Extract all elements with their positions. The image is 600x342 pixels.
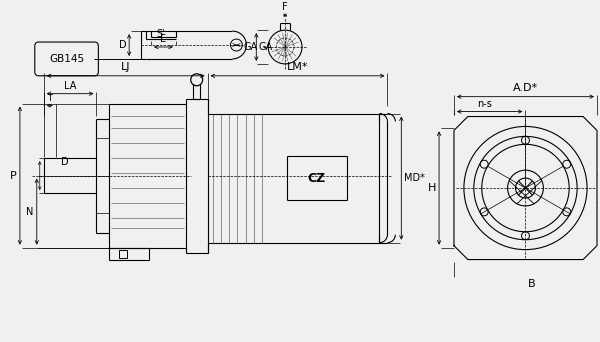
Text: P: P <box>10 171 17 181</box>
Text: LA: LA <box>64 81 76 91</box>
Text: T: T <box>47 94 52 103</box>
Text: B: B <box>527 279 535 289</box>
FancyBboxPatch shape <box>35 42 98 76</box>
Text: F: F <box>282 2 288 12</box>
Text: N: N <box>26 207 34 216</box>
Text: S': S' <box>157 29 165 39</box>
Text: D: D <box>119 40 126 50</box>
Text: GA: GA <box>258 42 272 52</box>
Text: E: E <box>160 34 166 44</box>
Text: D: D <box>61 157 68 167</box>
Text: H: H <box>428 183 436 193</box>
Text: GB145: GB145 <box>49 54 84 64</box>
Bar <box>119 250 127 258</box>
Text: MD*: MD* <box>404 173 425 183</box>
Text: n-s: n-s <box>478 98 492 108</box>
Text: GA: GA <box>243 42 257 52</box>
Text: CZ: CZ <box>308 172 326 185</box>
Text: LM*: LM* <box>287 62 308 72</box>
Text: A.D*: A.D* <box>513 83 538 93</box>
Text: LJ: LJ <box>121 62 130 72</box>
